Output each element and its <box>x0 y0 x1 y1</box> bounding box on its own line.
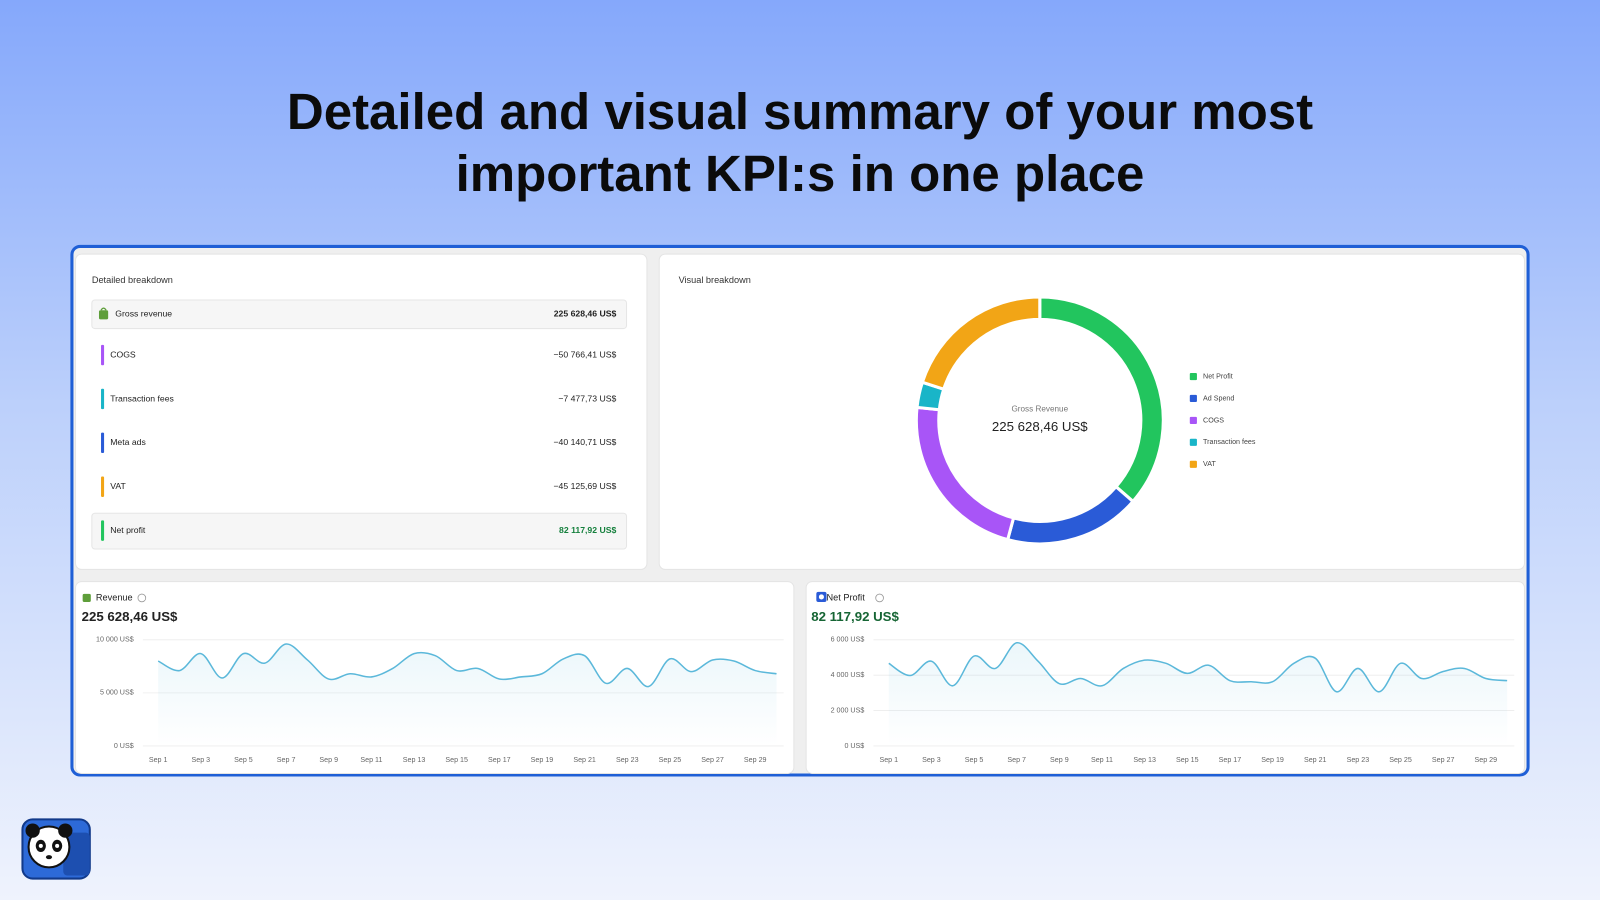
panel <box>75 253 648 570</box>
x-tick-label: Sep 29 <box>744 756 767 764</box>
row-color-bar <box>101 476 105 497</box>
chart-title: Net Profit <box>827 592 866 602</box>
x-tick-label: Sep 19 <box>531 756 554 764</box>
legend-label: COGS <box>1203 416 1224 424</box>
row-color-bar <box>101 432 105 454</box>
legend-label: VAT <box>1203 460 1216 468</box>
row-label: VAT <box>110 481 126 491</box>
legend-swatch <box>1189 372 1197 381</box>
y-tick-label: 6 000 US$ <box>831 636 865 644</box>
store-icon <box>100 307 107 311</box>
x-tick-label: Sep 3 <box>191 756 210 764</box>
x-tick-label: Sep 27 <box>1432 756 1455 764</box>
row-value: −50 766,41 US$ <box>554 349 617 359</box>
help-icon <box>137 593 147 603</box>
legend-swatch <box>1189 438 1197 446</box>
row-color-bar <box>101 520 105 541</box>
legend-label: Net Profit <box>1203 372 1233 380</box>
chart-total: 225 628,46 US$ <box>82 609 178 624</box>
x-tick-label: Sep 25 <box>659 756 682 764</box>
legend-label: Transaction fees <box>1203 438 1256 446</box>
x-tick-label: Sep 21 <box>573 756 596 764</box>
x-tick-label: Sep 29 <box>1475 756 1498 764</box>
x-tick-label: Sep 7 <box>1007 756 1026 764</box>
store-icon <box>98 310 109 320</box>
row-value: 225 628,46 US$ <box>554 309 617 319</box>
x-tick-label: Sep 1 <box>879 756 898 764</box>
y-tick-label: 0 US$ <box>114 742 134 750</box>
panel-title: Detailed breakdown <box>92 275 173 285</box>
x-tick-label: Sep 1 <box>149 756 168 764</box>
x-tick-label: Sep 7 <box>277 756 296 764</box>
x-tick-label: Sep 27 <box>701 756 724 764</box>
x-tick-label: Sep 19 <box>1261 756 1284 764</box>
panel-title: Visual breakdown <box>679 275 751 285</box>
x-tick-label: Sep 15 <box>445 756 468 764</box>
row-highlight <box>91 299 628 330</box>
y-tick-label: 0 US$ <box>844 742 864 750</box>
help-icon <box>875 593 884 603</box>
x-tick-label: Sep 5 <box>965 756 984 764</box>
row-highlight <box>91 512 628 550</box>
row-value: −7 477,73 US$ <box>558 393 616 403</box>
x-tick-label: Sep 3 <box>922 756 941 764</box>
x-tick-label: Sep 23 <box>616 756 639 764</box>
row-label: Net profit <box>110 525 146 535</box>
center-label: Gross Revenue <box>1011 404 1068 413</box>
headline: important KPI:s in one place <box>456 145 1145 202</box>
row-value: −45 125,69 US$ <box>554 481 617 491</box>
line <box>888 642 1508 693</box>
y-tick-label: 10 000 US$ <box>96 636 134 644</box>
x-tick-label: Sep 5 <box>234 756 253 764</box>
legend-label: Ad Spend <box>1203 394 1234 402</box>
line-area <box>158 644 777 746</box>
x-tick-label: Sep 11 <box>360 756 382 764</box>
line <box>157 643 777 688</box>
x-tick-label: Sep 17 <box>488 756 511 764</box>
store-icon <box>82 593 91 603</box>
x-tick-label: Sep 15 <box>1176 756 1199 764</box>
x-tick-label: Sep 11 <box>1091 756 1113 764</box>
row-value: 82 117,92 US$ <box>559 525 616 535</box>
panel <box>658 253 1525 570</box>
y-tick-label: 5 000 US$ <box>100 689 134 697</box>
app-logo <box>21 818 91 880</box>
center-value: 225 628,46 US$ <box>992 419 1088 434</box>
profit-icon <box>818 594 824 600</box>
chart-total: 82 117,92 US$ <box>811 609 899 624</box>
row-value: −40 140,71 US$ <box>554 437 617 447</box>
legend-swatch <box>1189 394 1197 403</box>
y-tick-label: 4 000 US$ <box>831 671 865 679</box>
x-tick-label: Sep 17 <box>1219 756 1242 764</box>
row-label: COGS <box>110 349 136 359</box>
row-label: Transaction fees <box>110 393 174 403</box>
row-label: Meta ads <box>110 437 146 447</box>
row-color-bar <box>101 344 105 366</box>
chart-title: Revenue <box>96 592 133 602</box>
x-tick-label: Sep 13 <box>1133 756 1156 764</box>
legend-swatch <box>1189 460 1197 468</box>
legend-swatch <box>1189 416 1197 424</box>
headline: Detailed and visual summary of your most <box>287 83 1313 140</box>
x-tick-label: Sep 23 <box>1347 756 1370 764</box>
y-tick-label: 2 000 US$ <box>831 706 865 714</box>
x-tick-label: Sep 25 <box>1389 756 1412 764</box>
line-area <box>888 642 1508 746</box>
x-tick-label: Sep 9 <box>319 756 338 764</box>
x-tick-label: Sep 9 <box>1050 756 1069 764</box>
x-tick-label: Sep 13 <box>403 756 426 764</box>
x-tick-label: Sep 21 <box>1304 756 1327 764</box>
donut-segment <box>920 295 1042 392</box>
row-label: Gross revenue <box>115 309 172 319</box>
row-color-bar <box>101 388 105 410</box>
